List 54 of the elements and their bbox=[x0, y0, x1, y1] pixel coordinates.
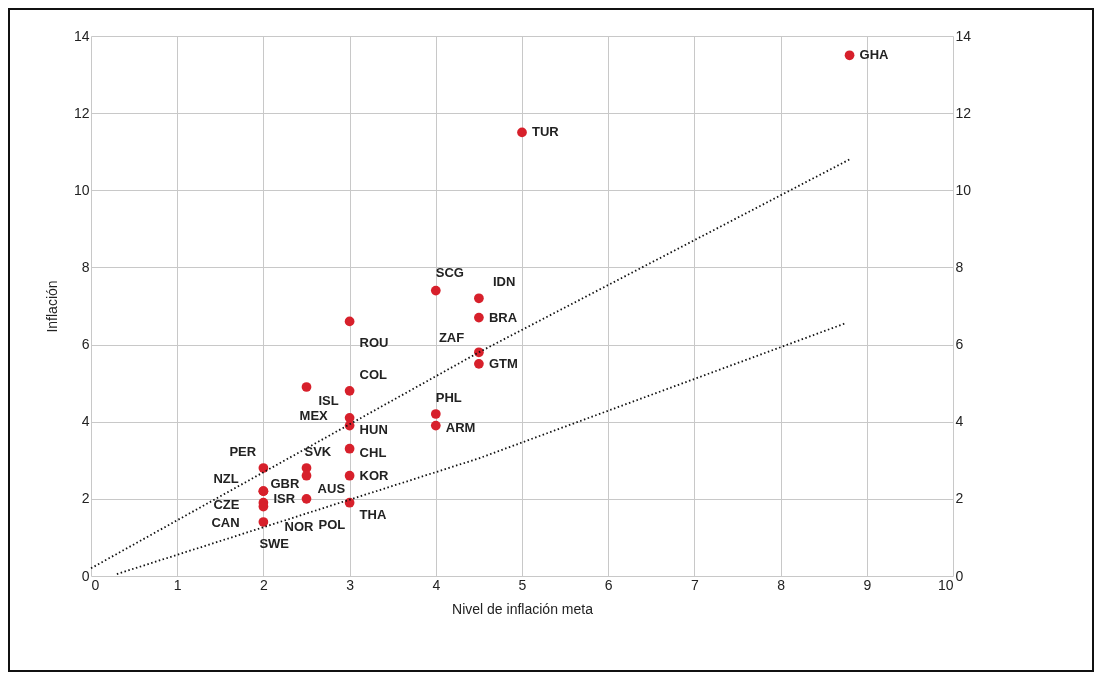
annotation: KOR bbox=[359, 467, 390, 483]
annotation: NZL bbox=[213, 471, 239, 487]
annotation: ZAF bbox=[438, 330, 465, 346]
annotation: IDN bbox=[492, 274, 516, 290]
annotation: ISR bbox=[273, 491, 296, 507]
x-tick-label: 2 bbox=[260, 576, 268, 593]
x-tick-label: 4 bbox=[432, 576, 441, 593]
y-axis-title: Inflación bbox=[43, 280, 60, 333]
y-tick-label: 10 bbox=[73, 181, 90, 198]
x-tick-label: 3 bbox=[346, 576, 355, 593]
x-tick-label: 7 bbox=[691, 576, 699, 593]
x-tick-label: 9 bbox=[863, 576, 872, 593]
x-tick-label: 10 bbox=[937, 576, 954, 593]
y2-tick-label: 12 bbox=[955, 104, 972, 121]
x-axis-title: Nivel de inflación meta bbox=[452, 600, 594, 617]
annotation: CAN bbox=[211, 514, 240, 530]
annotation: MEX bbox=[299, 407, 329, 423]
annotation: SCG bbox=[435, 264, 464, 280]
y2-tick-label: 14 bbox=[955, 27, 972, 44]
x-tick-label: 1 bbox=[173, 576, 182, 593]
annotation: THA bbox=[359, 506, 387, 522]
annotation: SWE bbox=[259, 536, 290, 551]
y2-tick-label: 8 bbox=[955, 258, 964, 275]
x-tick-label: 8 bbox=[777, 576, 786, 593]
annotation: GHA bbox=[859, 47, 890, 63]
annotation: SVK bbox=[304, 444, 332, 459]
x-tick-label: 5 bbox=[518, 576, 527, 593]
annotation: CZE bbox=[213, 496, 240, 512]
y-tick-label: 6 bbox=[81, 336, 90, 353]
annotation: CHL bbox=[359, 444, 387, 460]
y2-tick-label: 4 bbox=[955, 413, 964, 430]
y-tick-label: 4 bbox=[81, 413, 90, 430]
y2-tick-label: 6 bbox=[955, 336, 964, 353]
annotation: PHL bbox=[435, 390, 462, 405]
annotation: TUR bbox=[532, 124, 560, 140]
annotation: AUS bbox=[317, 480, 346, 496]
y-tick-label: 8 bbox=[81, 258, 90, 275]
annotation: ROU bbox=[359, 335, 389, 351]
annotation: GTM bbox=[488, 355, 518, 371]
y-tick-label: 14 bbox=[73, 27, 90, 44]
annotation: HUN bbox=[359, 421, 388, 437]
annotation: BRA bbox=[488, 309, 518, 325]
y-tick-label: 12 bbox=[73, 104, 90, 121]
annotation: COL bbox=[359, 366, 388, 382]
annotation: ARM bbox=[445, 419, 476, 435]
x-tick-label: 6 bbox=[604, 576, 613, 593]
annotation: NOR bbox=[284, 518, 314, 534]
y2-tick-label: 10 bbox=[955, 181, 972, 198]
annotation: POL bbox=[318, 516, 346, 532]
annotation: PER bbox=[229, 444, 257, 459]
y2-tick-label: 2 bbox=[955, 490, 964, 507]
y-tick-label: 2 bbox=[81, 490, 90, 507]
annotation: ISL bbox=[318, 393, 339, 408]
annotation: GBR bbox=[270, 475, 300, 491]
